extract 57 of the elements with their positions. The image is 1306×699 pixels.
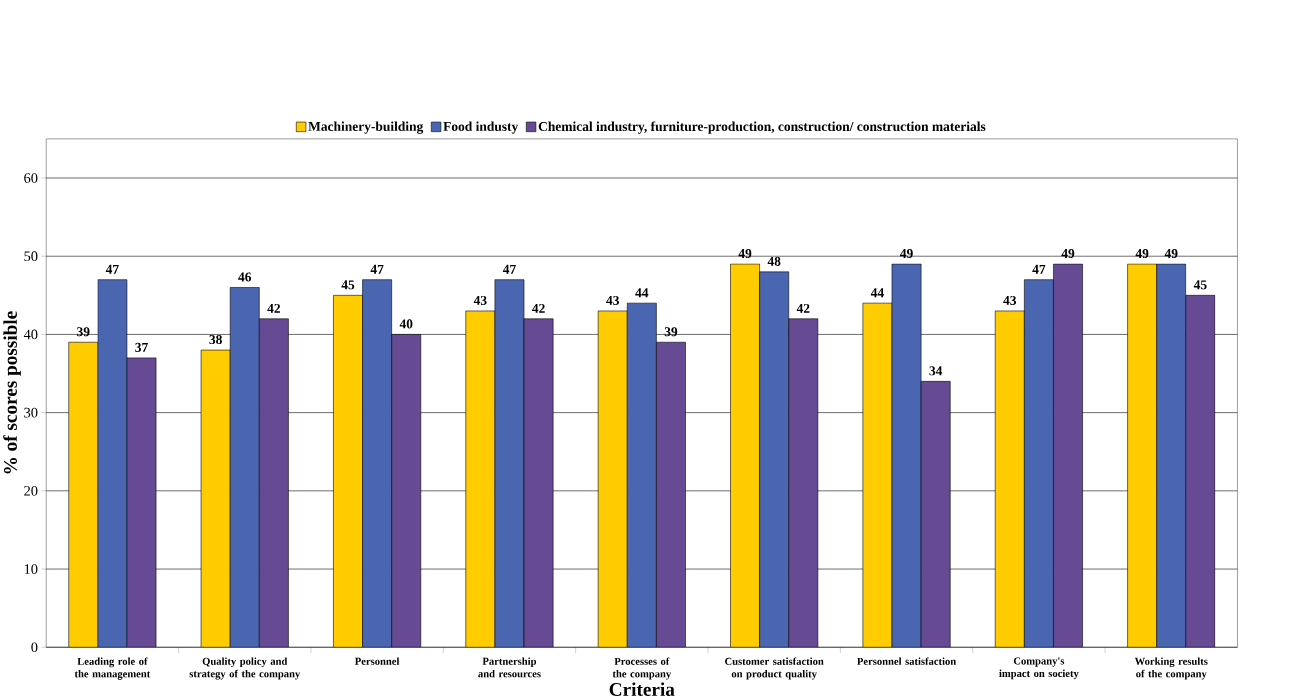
data-label: 47 bbox=[370, 264, 384, 274]
data-label: 47 bbox=[105, 264, 119, 274]
bar bbox=[862, 302, 893, 648]
data-label: 44 bbox=[635, 288, 649, 298]
data-label: 45 bbox=[1193, 280, 1207, 290]
data-label: 47 bbox=[502, 264, 516, 274]
data-label: 34 bbox=[929, 366, 943, 376]
data-label: 49 bbox=[1135, 248, 1149, 258]
data-label: 39 bbox=[77, 327, 90, 337]
bar bbox=[200, 349, 231, 648]
data-label: 37 bbox=[135, 342, 148, 352]
data-label: 43 bbox=[1003, 295, 1017, 305]
data-label: 49 bbox=[900, 248, 913, 258]
y-tick-label: 0 bbox=[31, 642, 38, 653]
y-tick-label: 60 bbox=[24, 173, 38, 183]
bar bbox=[333, 294, 363, 648]
bar bbox=[730, 263, 760, 648]
y-tick-label: 50 bbox=[24, 251, 38, 262]
bar bbox=[1127, 263, 1157, 648]
data-label: 43 bbox=[606, 295, 619, 305]
y-tick-label: 30 bbox=[24, 407, 38, 418]
data-label: 40 bbox=[399, 319, 413, 329]
data-label: 49 bbox=[1164, 248, 1178, 258]
x-tick-label: Personnel bbox=[354, 657, 400, 665]
data-label: 42 bbox=[796, 303, 810, 313]
x-tick-label: Quality policy and strategy of the company bbox=[189, 657, 301, 680]
x-tick-label: Company's impact on society bbox=[999, 657, 1079, 680]
legend-label: Food industy bbox=[443, 121, 519, 134]
legend-label: Chemical industry, furniture-production, construction/ construction materials bbox=[538, 121, 986, 134]
data-label: 46 bbox=[238, 272, 252, 282]
data-label: 45 bbox=[341, 280, 355, 290]
x-tick-label: Personnel satisfaction bbox=[857, 657, 956, 665]
data-label: 38 bbox=[209, 334, 222, 345]
legend-label: Machinery-building bbox=[308, 121, 424, 134]
bar bbox=[68, 341, 99, 648]
y-tick-label: 40 bbox=[23, 329, 38, 340]
data-label: 44 bbox=[870, 288, 884, 298]
data-label: 49 bbox=[738, 248, 752, 258]
y-tick-label: 20 bbox=[24, 485, 38, 496]
x-tick-label: Partnership and resources bbox=[478, 657, 541, 678]
data-label: 39 bbox=[664, 327, 678, 337]
bar bbox=[597, 310, 628, 648]
bar bbox=[994, 310, 1025, 648]
data-label: 42 bbox=[267, 303, 281, 313]
x-axis-title: Criteria bbox=[609, 682, 675, 696]
data-label: 43 bbox=[473, 295, 487, 305]
y-tick-label: 10 bbox=[24, 564, 38, 574]
data-label: 42 bbox=[532, 303, 545, 313]
x-tick-label: Processes of the company bbox=[612, 657, 672, 680]
y-axis-title: % of scores possible bbox=[3, 311, 21, 474]
data-label: 48 bbox=[767, 256, 781, 266]
data-label: 47 bbox=[1032, 264, 1046, 274]
x-tick-label: Working results of the company bbox=[1134, 657, 1208, 680]
data-label: 49 bbox=[1061, 248, 1075, 258]
x-tick-label: Customer satisfaction on product quality bbox=[725, 657, 824, 680]
x-tick-label: Leading role of the management bbox=[74, 657, 151, 680]
bar bbox=[465, 310, 496, 648]
